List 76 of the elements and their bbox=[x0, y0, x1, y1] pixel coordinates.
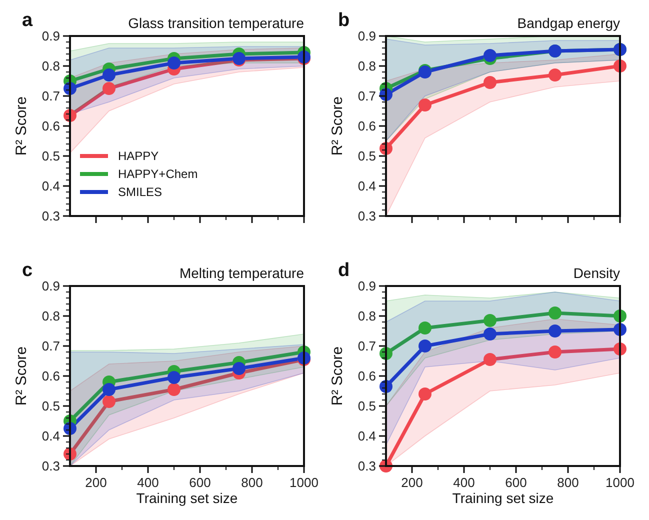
x-tick-label: 200 bbox=[85, 475, 107, 490]
y-tick-label: 0.8 bbox=[358, 58, 376, 74]
point bbox=[102, 68, 116, 82]
y-tick-label: 0.5 bbox=[358, 398, 376, 414]
y-tick-label: 0.3 bbox=[42, 208, 60, 224]
x-tick-label: 600 bbox=[189, 475, 211, 490]
text: a bbox=[22, 10, 33, 31]
y-tick-label: 0.6 bbox=[358, 368, 376, 384]
y-tick-label: 0.7 bbox=[42, 88, 60, 104]
point bbox=[548, 324, 562, 338]
x-axis-title: Training set size bbox=[136, 490, 238, 506]
point bbox=[484, 328, 496, 340]
y-tick-label: 0.9 bbox=[42, 278, 60, 294]
point bbox=[484, 353, 496, 366]
x-axis-title: Training set size bbox=[452, 490, 554, 506]
y-tick-label: 0.6 bbox=[42, 368, 60, 384]
y-tick-label: 0.9 bbox=[358, 28, 376, 44]
y-tick-label: 0.7 bbox=[358, 88, 376, 104]
y-tick-label: 0.3 bbox=[42, 458, 60, 474]
y-tick-label: 0.9 bbox=[358, 278, 376, 294]
y-tick-label: 0.8 bbox=[42, 308, 60, 324]
point bbox=[418, 388, 432, 400]
legend-label: HAPPY+Chem bbox=[118, 167, 198, 182]
y-tick-label: 0.4 bbox=[42, 428, 60, 444]
y-axis-title: R² Score bbox=[13, 96, 30, 156]
point bbox=[548, 68, 562, 82]
point bbox=[168, 383, 180, 396]
point bbox=[548, 306, 562, 320]
point bbox=[168, 56, 180, 70]
point bbox=[418, 322, 432, 334]
text: d bbox=[338, 260, 350, 281]
y-axis-title: R² Score bbox=[13, 346, 30, 406]
chart-title: Bandgap energy bbox=[517, 15, 620, 31]
y-tick-label: 0.4 bbox=[42, 178, 60, 194]
point bbox=[418, 98, 432, 112]
text: c bbox=[22, 260, 33, 281]
point bbox=[168, 371, 180, 384]
y-tick-label: 0.7 bbox=[42, 338, 60, 354]
y-tick-label: 0.5 bbox=[358, 148, 376, 164]
x-tick-label: 800 bbox=[241, 475, 263, 490]
point bbox=[484, 49, 496, 62]
legend-label: HAPPY bbox=[118, 149, 159, 164]
y-tick-label: 0.8 bbox=[42, 58, 60, 74]
y-tick-label: 0.9 bbox=[42, 28, 60, 44]
legend-label: SMILES bbox=[118, 185, 162, 200]
y-tick-label: 0.8 bbox=[358, 308, 376, 324]
y-tick-label: 0.7 bbox=[358, 338, 376, 354]
chart-title: Glass transition temperature bbox=[128, 15, 304, 31]
x-tick-label: 800 bbox=[557, 475, 579, 490]
x-tick-label: 1000 bbox=[290, 475, 318, 490]
point bbox=[484, 314, 496, 327]
point bbox=[484, 76, 496, 89]
point bbox=[232, 362, 246, 375]
y-tick-label: 0.5 bbox=[42, 148, 60, 164]
y-axis-title: R² Score bbox=[329, 96, 346, 156]
x-tick-label: 200 bbox=[401, 475, 423, 490]
y-tick-label: 0.5 bbox=[42, 398, 60, 414]
point bbox=[102, 82, 116, 95]
chart-title: Melting temperature bbox=[179, 265, 304, 281]
y-tick-label: 0.6 bbox=[42, 118, 60, 134]
chart-title: Density bbox=[573, 265, 620, 281]
x-tick-label: 400 bbox=[137, 475, 159, 490]
point bbox=[418, 340, 432, 352]
point bbox=[102, 395, 116, 408]
y-tick-label: 0.6 bbox=[358, 118, 376, 134]
y-tick-label: 0.3 bbox=[358, 208, 376, 224]
x-tick-label: 600 bbox=[505, 475, 527, 490]
y-tick-label: 0.4 bbox=[358, 428, 376, 444]
y-tick-label: 0.3 bbox=[358, 458, 376, 474]
x-tick-label: 400 bbox=[453, 475, 475, 490]
y-axis-title: R² Score bbox=[329, 346, 346, 406]
text: b bbox=[338, 10, 350, 31]
point bbox=[548, 346, 562, 358]
point bbox=[102, 383, 116, 396]
y-tick-label: 0.4 bbox=[358, 178, 376, 194]
x-tick-label: 1000 bbox=[606, 475, 634, 490]
